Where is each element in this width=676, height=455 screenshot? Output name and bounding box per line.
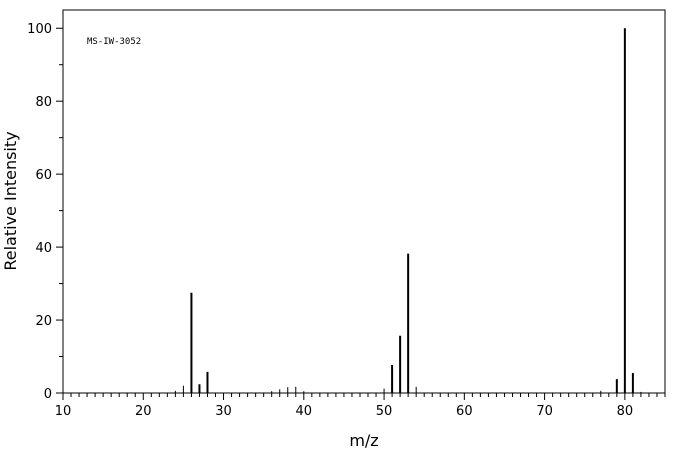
y-tick-label: 20 <box>35 314 52 329</box>
y-tick-label: 80 <box>35 95 52 110</box>
x-tick-label: 40 <box>296 404 313 419</box>
x-tick-label: 20 <box>135 404 152 419</box>
y-tick-label: 0 <box>44 387 52 402</box>
x-axis-title: m/z <box>349 431 378 450</box>
x-tick-label: 80 <box>617 404 634 419</box>
y-tick-label: 60 <box>35 168 52 183</box>
spectrum-peaks <box>174 28 642 393</box>
y-tick-label: 40 <box>35 241 52 256</box>
x-tick-label: 30 <box>215 404 232 419</box>
y-axis-title: Relative Intensity <box>1 131 20 270</box>
x-tick-label: 10 <box>55 404 72 419</box>
spectrum-id-annotation: MS-IW-3052 <box>87 37 141 47</box>
y-tick-label: 100 <box>27 22 52 37</box>
x-tick-label: 70 <box>536 404 553 419</box>
x-tick-label: 60 <box>456 404 473 419</box>
plot-frame <box>62 9 666 394</box>
axis-ticks <box>56 27 666 400</box>
x-tick-label: 50 <box>376 404 393 419</box>
axis-tick-labels: 10 20 30 40 50 60 70 80 0 20 40 60 80 100 <box>27 22 633 419</box>
